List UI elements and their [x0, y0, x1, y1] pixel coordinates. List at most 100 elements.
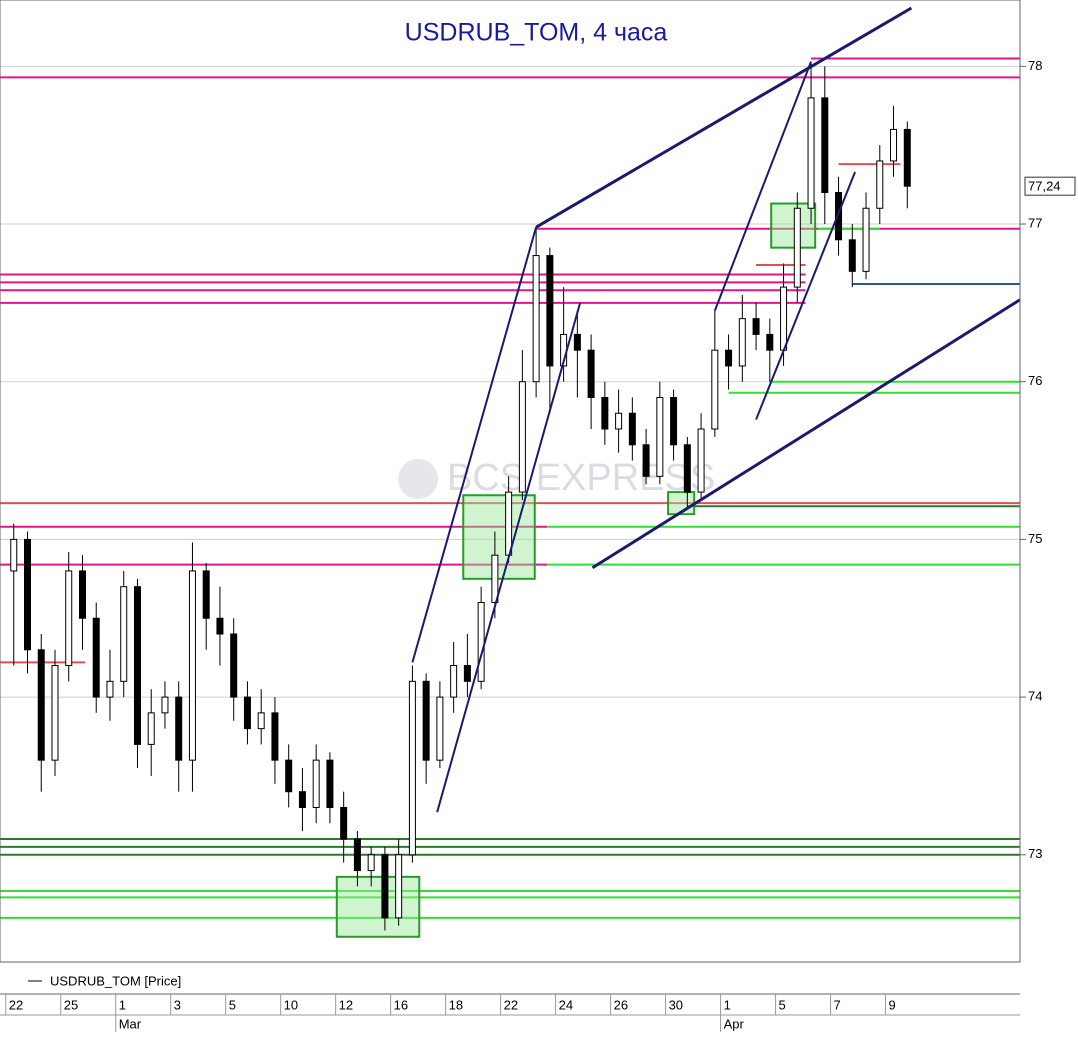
candle-body — [120, 586, 128, 682]
candle-body — [436, 696, 444, 761]
candle-body — [395, 854, 403, 919]
chart-title: USDRUB_TOM, 4 часа — [405, 19, 668, 47]
candle-body — [65, 570, 73, 667]
candle-body — [848, 239, 856, 272]
candle-body — [862, 207, 870, 272]
trend-line — [411, 226, 538, 663]
candle-body — [216, 617, 224, 635]
trend-line — [535, 6, 913, 229]
candle-body — [807, 97, 815, 209]
candle-body — [683, 444, 691, 493]
candle-body — [106, 680, 114, 698]
trend-line — [591, 298, 1021, 570]
candle-body — [243, 696, 251, 730]
candle-body — [312, 759, 320, 808]
candle-body — [587, 349, 595, 398]
candle-body — [670, 396, 678, 446]
y-tick-label: 77 — [1028, 215, 1042, 230]
candle-body — [546, 255, 554, 367]
candle-body — [381, 854, 389, 919]
x-tick-label: 25 — [64, 997, 78, 1012]
y-tick-label: 75 — [1028, 531, 1042, 546]
candle-body — [903, 128, 911, 187]
candle-body — [326, 759, 334, 808]
legend-label: USDRUB_TOM [Price] — [50, 973, 181, 988]
candle-body — [642, 444, 650, 477]
x-tick-label: 26 — [614, 997, 628, 1012]
candle-body — [573, 333, 581, 351]
zone-box — [770, 202, 817, 249]
y-tick-label: 73 — [1028, 846, 1042, 861]
candle-body — [615, 412, 623, 430]
x-tick-label: 22 — [9, 997, 23, 1012]
trend-line — [755, 171, 856, 420]
zone-box — [462, 494, 536, 580]
candle-body — [821, 97, 829, 193]
candle-body — [491, 554, 499, 603]
x-tick-label: 24 — [559, 997, 573, 1012]
candle-body — [463, 665, 471, 682]
zone-box — [335, 875, 421, 938]
candle-body — [367, 854, 375, 872]
candle-body — [697, 428, 705, 493]
candle-body — [161, 696, 169, 714]
last-price-box — [1024, 176, 1076, 196]
x-tick-label: 1 — [724, 997, 731, 1012]
candle-body — [92, 617, 100, 698]
trend-line — [436, 302, 582, 813]
candle-body — [257, 712, 265, 730]
x-tick-label: 5 — [229, 997, 236, 1012]
x-tick-label: 12 — [339, 997, 353, 1012]
y-tick-label: 74 — [1028, 689, 1042, 704]
candle-body — [10, 538, 18, 572]
y-tick-label: 76 — [1028, 373, 1042, 388]
candle-body — [656, 396, 664, 477]
candle-body — [890, 128, 898, 162]
candle-body — [175, 696, 183, 761]
y-tick-label: 78 — [1028, 58, 1042, 73]
candle-body — [738, 318, 746, 367]
month-label: Apr — [724, 1016, 745, 1031]
candle-body — [23, 538, 31, 651]
x-tick-label: 1 — [119, 997, 126, 1012]
last-price-label: 77,24 — [1028, 179, 1061, 194]
candle-body — [766, 333, 774, 351]
candle-body — [271, 712, 279, 761]
candle-body — [353, 838, 361, 872]
x-tick-label: 5 — [779, 997, 786, 1012]
plot-frame — [0, 0, 1021, 963]
candle-body — [505, 491, 513, 556]
candle-body — [752, 318, 760, 335]
x-tick-label: 7 — [834, 997, 841, 1012]
candle-body — [876, 160, 884, 209]
candle-body — [37, 649, 45, 761]
candle-body — [133, 586, 141, 745]
candle-body — [298, 791, 306, 808]
candle-body — [711, 349, 719, 430]
candle-body — [725, 349, 733, 367]
month-label: Mar — [119, 1016, 142, 1031]
candle-body — [477, 601, 485, 682]
candle-body — [202, 570, 210, 619]
candle-body — [835, 191, 843, 241]
x-tick-label: 10 — [284, 997, 298, 1012]
x-tick-label: 9 — [889, 997, 896, 1012]
candle-body — [518, 381, 526, 493]
x-tick-label: 16 — [394, 997, 408, 1012]
candle-body — [340, 806, 348, 840]
candle-body — [793, 207, 801, 288]
candle-body — [532, 255, 540, 383]
trend-line — [713, 61, 812, 312]
candle-body — [188, 570, 196, 761]
candle-body — [450, 665, 458, 698]
x-tick-label: 3 — [174, 997, 181, 1012]
candle-body — [780, 286, 788, 351]
candle-body — [408, 680, 416, 856]
candle-body — [147, 712, 155, 745]
watermark-logo — [398, 459, 438, 499]
x-tick-label: 30 — [669, 997, 683, 1012]
x-tick-label: 22 — [504, 997, 518, 1012]
x-tick-label: 18 — [449, 997, 463, 1012]
candle-body — [78, 570, 86, 619]
